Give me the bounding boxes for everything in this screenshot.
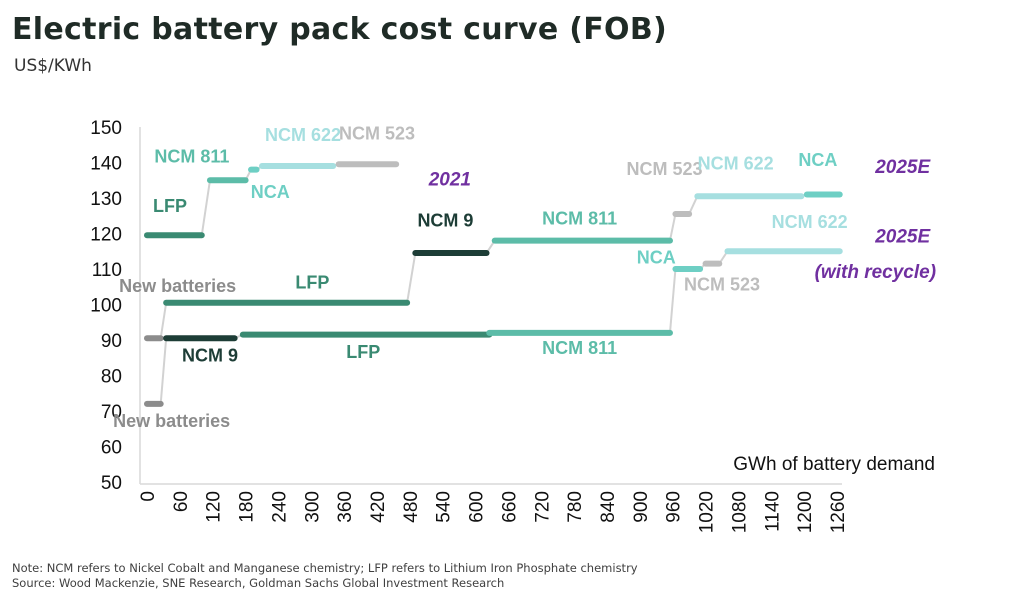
x-tick-label: 900: [631, 491, 652, 523]
x-tick-label: 1080: [729, 491, 750, 533]
series-2025e: [144, 191, 843, 342]
segment-label: NCM 811: [542, 209, 617, 229]
step-connector: [159, 302, 168, 339]
chart-title: Electric battery pack cost curve (FOB): [12, 12, 667, 47]
y-tick-label: 120: [90, 225, 122, 246]
y-tick-label: 110: [92, 260, 122, 281]
segment-label: NCM 622: [772, 212, 848, 232]
x-tick-label: 1020: [697, 491, 718, 533]
x-tick-label: 480: [401, 491, 422, 523]
x-tick-label: 1260: [828, 491, 849, 533]
y-tick-label: 140: [90, 154, 122, 175]
x-tick-label: 0: [138, 491, 159, 502]
x-tick-label: 720: [532, 491, 553, 523]
x-tick-label: 240: [269, 491, 290, 523]
scenario-label: (with recycle): [815, 262, 936, 283]
segment-label: NCM 811: [542, 338, 617, 358]
x-tick-label: 60: [171, 491, 192, 512]
source-note: Source: Wood Mackenzie, SNE Research, Go…: [12, 576, 505, 590]
y-tick-label: 100: [90, 296, 122, 317]
scenario-label: 2021: [428, 170, 471, 191]
series-2021: [144, 161, 400, 239]
segment-label: New batteries: [113, 411, 230, 431]
x-tick-label: 540: [434, 491, 455, 523]
step-connector: [688, 195, 699, 215]
x-tick-label: 660: [499, 491, 520, 523]
x-tick-label: 420: [368, 491, 389, 523]
segment-label: NCM 622: [698, 154, 774, 174]
step-connector: [406, 252, 417, 303]
y-tick-label: 60: [101, 438, 122, 459]
segment-label: New batteries: [119, 276, 236, 296]
scenario-label: 2025E: [874, 157, 931, 178]
step-connector: [668, 268, 677, 333]
segment-label: NCM 523: [339, 123, 415, 143]
segment-label: NCM 622: [265, 125, 341, 145]
x-tick-label: 360: [335, 491, 356, 523]
y-tick-label: 80: [101, 367, 122, 388]
y-tick-label: 150: [90, 118, 122, 139]
segment-label: NCM 523: [626, 159, 702, 179]
x-tick-label: 300: [302, 491, 323, 523]
segment-label: NCA: [251, 182, 290, 202]
footnote: Note: NCM refers to Nickel Cobalt and Ma…: [12, 561, 638, 575]
cost-curve-chart: 50 60 70 80 90 100 110 120 130 140 150 0 60 120 180 240…: [90, 118, 936, 533]
x-tick-label: 600: [467, 491, 488, 523]
segment-label: NCM 811: [154, 147, 229, 167]
x-tick-label: 960: [664, 491, 685, 523]
segment-label: NCA: [798, 150, 837, 170]
x-tick-label: 120: [204, 491, 225, 523]
segment-label: NCM 523: [684, 274, 760, 294]
y-tick-label: 90: [101, 331, 122, 352]
segment-label: LFP: [295, 273, 329, 293]
x-axis-title: GWh of battery demand: [733, 454, 935, 475]
y-tick-label: 70: [101, 402, 122, 423]
y-tick-label: 130: [90, 189, 122, 210]
scenario-label: 2025E: [874, 226, 931, 247]
step-connector: [668, 213, 677, 241]
step-connector: [159, 338, 168, 404]
series-2025e-with-recycle-: [144, 248, 843, 407]
x-tick-label: 780: [565, 491, 586, 523]
y-tick-label: 50: [101, 473, 122, 494]
segment-label: NCA: [637, 248, 676, 268]
x-tick-label: 1200: [795, 491, 816, 533]
segment-label: LFP: [346, 342, 380, 362]
x-tick-label: 180: [237, 491, 258, 523]
x-tick-label: 840: [598, 491, 619, 523]
segment-label: LFP: [153, 196, 187, 216]
chart-subtitle: US$/KWh: [14, 56, 92, 76]
segment-label: NCM 9: [182, 345, 238, 365]
segment-label: NCM 9: [417, 210, 473, 230]
x-tick-label: 1140: [762, 491, 783, 532]
step-connector: [200, 180, 211, 236]
